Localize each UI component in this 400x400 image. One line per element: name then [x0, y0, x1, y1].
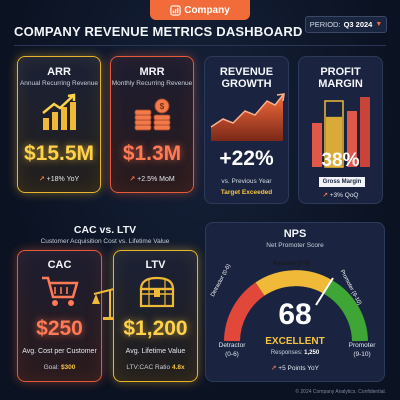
chevron-down-icon: ▼ [375, 21, 383, 28]
nps-gauge [224, 270, 368, 342]
svg-text:$: $ [160, 102, 165, 111]
nps-subtitle: Net Promoter Score [266, 242, 324, 249]
nps-responses-value: 1,250 [304, 350, 320, 356]
margin-trend: ↗ +3% QoQ [299, 191, 382, 199]
nps-detractor-range: (0-6) [225, 351, 239, 358]
mrr-title: MRR [139, 66, 165, 78]
cac-caption: Avg. Cost per Customer [22, 348, 97, 355]
ltv-title: LTV [145, 259, 166, 271]
treasure-chest-icon [139, 276, 175, 308]
nps-detractor-legend: Detractor (0-6) [212, 341, 252, 359]
ltv-card: LTV $1,200 Avg. Lifetime Value LTV:CAC R… [113, 250, 198, 382]
nps-promoter-legend: Promoter (9-10) [340, 341, 384, 359]
cac-goal-label: Goal: [43, 364, 60, 371]
growth-title-line2: GROWTH [221, 78, 272, 90]
arr-value: $15.5M [23, 142, 95, 165]
arr-subtitle: Annual Recurring Revenue [19, 80, 99, 87]
cac-value: $250 [36, 317, 83, 340]
nps-card: NPS Net Promoter Score Passive (7-8) Det… [205, 222, 385, 382]
arr-title: ARR [47, 66, 71, 78]
trend-up-icon: ↗ [38, 176, 45, 183]
brand-logo: Company [150, 0, 250, 20]
cac-goal-value: $300 [60, 364, 76, 371]
margin-bar-chart-icon [312, 97, 370, 168]
margin-value: 38% [321, 150, 360, 171]
margin-title-line2: MARGIN [318, 78, 363, 90]
nps-responses: Responses: 1,250 [206, 350, 384, 356]
nps-title: NPS [283, 228, 307, 240]
period-select[interactable]: PERIOD: Q3 2024 ▼ [305, 16, 387, 33]
growth-value: +22% [219, 147, 274, 170]
cac-ltv-title: CAC vs. LTV [73, 224, 137, 236]
page-title: COMPANY REVENUE METRICS DASHBOARD [14, 24, 303, 39]
margin-title-line1: PROFIT [320, 66, 361, 78]
growth-caption: vs. Previous Year [221, 178, 272, 185]
trend-up-icon: ↗ [322, 192, 328, 199]
period-value: Q3 2024 [343, 20, 373, 29]
margin-trend-text: +3% QoQ [329, 192, 359, 199]
nps-responses-label: Responses: [270, 350, 303, 356]
nps-trend-text: +5 Points YoY [278, 365, 319, 372]
ltv-value: $1,200 [123, 317, 188, 340]
gauge-needle [315, 277, 334, 306]
ltv-caption: Avg. Lifetime Value [125, 348, 186, 355]
nps-passive-text: Passive (7-8) [273, 261, 310, 267]
cac-card: CAC $250 Avg. Cost per Customer Goal: $3… [17, 250, 102, 382]
mrr-value: $1.3M [122, 142, 182, 165]
growth-title: REVENUE GROWTH [205, 66, 288, 90]
revenue-growth-card: REVENUE GROWTH +22% vs. Previous Year Ta… [204, 56, 289, 204]
mrr-card: MRR Monthly Recurring Revenue $ $1.3M ↗ … [110, 56, 194, 193]
ltv-ratio-label: LTV:CAC Ratio [126, 364, 171, 371]
arr-card: ARR Annual Recurring Revenue $15.5M ↗ +1… [17, 56, 101, 193]
nps-promoter-label: Promoter [348, 342, 376, 349]
arr-trend-text: +18% YoY [46, 176, 80, 183]
margin-label-badge: Gross Margin [319, 177, 365, 187]
growth-bars-icon [42, 93, 76, 130]
trend-up-icon: ↗ [271, 365, 277, 372]
arr-trend: ↗ +18% YoY [18, 175, 100, 183]
cac-ltv-subtitle: Customer Acquisition Cost vs. Lifetime V… [40, 238, 170, 245]
brand-name: Company [184, 4, 230, 16]
header-divider [14, 45, 386, 46]
nps-trend: ↗ +5 Points YoY [206, 364, 384, 372]
cac-goal: Goal: $300 [18, 364, 101, 371]
margin-title: PROFIT MARGIN [299, 66, 382, 90]
bar-chart-icon [170, 4, 181, 16]
trend-up-icon: ↗ [129, 176, 136, 183]
footer-text: © 2024 Company Analytics. Confidential. [295, 389, 386, 395]
growth-area-chart-icon [210, 93, 285, 141]
ltv-ratio: LTV:CAC Ratio 4.8x [114, 364, 197, 371]
growth-status: Target Exceeded [220, 189, 273, 196]
nps-promoter-range: (9-10) [353, 351, 371, 358]
profit-margin-card: PROFIT MARGIN 38% Gross Margin ↗ +3% QoQ [298, 56, 383, 204]
coin-stack-icon: $ [134, 98, 171, 131]
nps-score: 68 [278, 298, 312, 331]
mrr-trend-text: +2.5% MoM [137, 176, 175, 183]
growth-title-line1: REVENUE [219, 66, 274, 78]
nps-rating: EXCELLENT [265, 336, 325, 347]
cac-title: CAC [47, 259, 72, 271]
ltv-ratio-value: 4.8x [171, 364, 185, 371]
mrr-trend: ↗ +2.5% MoM [111, 175, 193, 183]
mrr-subtitle: Monthly Recurring Revenue [111, 80, 193, 87]
period-label: PERIOD: [309, 20, 341, 29]
nps-detractor-label: Detractor [218, 342, 246, 349]
shopping-cart-icon [42, 276, 79, 306]
